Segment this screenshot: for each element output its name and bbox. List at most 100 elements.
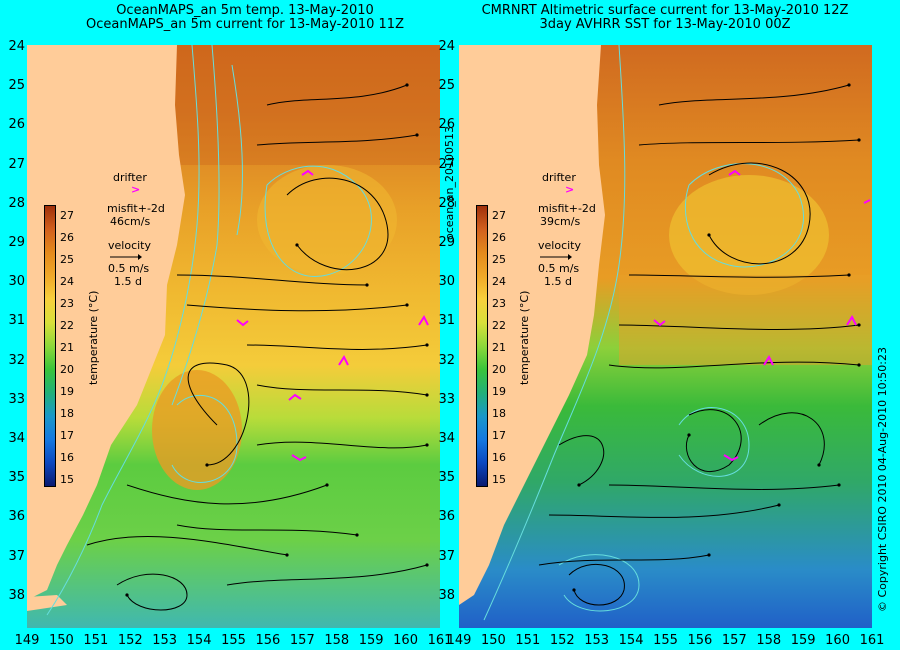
right-velocity-days: 1.5 d <box>544 275 572 288</box>
longitude-tick-left: 158 <box>324 633 350 648</box>
latitude-tick-left: 25 <box>8 78 25 94</box>
right-colorbar-tick: 26 <box>492 231 506 244</box>
latitude-tick-left: 31 <box>8 313 25 329</box>
right-colorbar-tick: 27 <box>492 209 506 222</box>
right-land <box>459 45 605 605</box>
latitude-tick-left: 33 <box>8 391 25 407</box>
latitude-tick-mid: 38 <box>438 587 455 603</box>
longitude-tick-left: 155 <box>221 633 246 648</box>
right-colorbar-tick: 18 <box>492 407 506 420</box>
left-drifter-symbol: > <box>131 183 141 196</box>
left-colorbar-tick: 25 <box>60 253 74 266</box>
longitude-tick-right: 149 <box>446 633 472 648</box>
latitude-tick-left: 34 <box>8 431 25 446</box>
longitude-tick-right: 158 <box>756 633 782 648</box>
latitude-tick-mid: 25 <box>438 78 455 94</box>
latitude-tick-left: 28 <box>8 195 25 211</box>
latitude-tick-mid: 36 <box>438 509 455 525</box>
latitude-tick-mid: 35 <box>438 470 455 486</box>
right-colorbar-label: temperature (°C) <box>518 290 531 385</box>
right-colorbar-tick: 15 <box>492 473 506 486</box>
left-colorbar-tick: 26 <box>60 231 74 244</box>
latitude-tick-mid: 37 <box>438 548 455 564</box>
left-warm-core <box>257 165 397 275</box>
right-title-line1: CMRNRT Altimetric surface current for 13… <box>481 3 849 18</box>
latitude-tick-mid: 28 <box>438 195 455 211</box>
latitude-tick-mid: 29 <box>438 235 455 250</box>
right-drifter-symbol: > <box>565 183 575 196</box>
right-colorbar-tick: 20 <box>492 363 506 376</box>
left-velocity-label: velocity <box>108 239 151 252</box>
right-velocity-scale: 0.5 m/s <box>538 262 580 275</box>
right-colorbar-tick: 17 <box>492 429 506 442</box>
right-drifter-label: drifter <box>542 171 576 184</box>
longitude-tick-right: 159 <box>790 633 816 648</box>
left-colorbar-tick: 18 <box>60 407 74 420</box>
left-title-line1: OceanMAPS_an 5m temp. 13-May-2010 <box>116 3 374 18</box>
left-velocity-scale: 0.5 m/s <box>108 262 150 275</box>
right-colorbar-tick: 22 <box>492 319 506 332</box>
side-run-label: ocean_an_20100513 <box>443 126 456 240</box>
left-current-vectors <box>86 83 429 611</box>
latitude-tick-left: 29 <box>8 235 25 250</box>
longitude-tick-right: 156 <box>687 633 713 648</box>
right-current-vectors <box>538 83 861 606</box>
latitude-tick-left: 26 <box>8 117 25 133</box>
copyright-label: © Copyright CSIRO 2010 04-Aug-2010 10:50… <box>876 346 889 612</box>
left-land <box>27 45 185 600</box>
latitude-tick-mid: 33 <box>438 391 455 407</box>
longitude-tick-right: 161 <box>859 633 885 648</box>
longitude-tick-right: 152 <box>549 633 575 648</box>
left-misfit-value: 46cm/s <box>110 215 151 228</box>
longitude-tick-left: 157 <box>289 633 315 648</box>
left-colorbar-tick: 17 <box>60 429 74 442</box>
right-velocity-label: velocity <box>538 239 581 252</box>
left-warm-eddy <box>152 370 242 490</box>
left-velocity-arrow-icon <box>110 254 142 260</box>
longitude-tick-right: 150 <box>480 633 506 648</box>
left-colorbar-tick: 22 <box>60 319 74 332</box>
left-colorbar-tick: 15 <box>60 473 74 486</box>
left-colorbar-tick: 16 <box>60 451 74 464</box>
longitude-tick-right: 157 <box>721 633 747 648</box>
right-map <box>459 45 872 628</box>
left-colorbar-label: temperature (°C) <box>87 290 100 385</box>
left-colorbar <box>44 205 56 487</box>
left-colorbar-tick: 24 <box>60 275 74 288</box>
latitude-tick-left: 35 <box>8 470 25 486</box>
latitude-tick-mid: 31 <box>438 313 455 329</box>
right-misfit-label: misfit+-2d <box>538 202 596 215</box>
right-colorbar <box>476 205 488 487</box>
latitude-tick-left: 27 <box>8 156 25 172</box>
longitude-tick-left: 151 <box>83 633 109 648</box>
longitude-tick-left: 150 <box>48 633 74 648</box>
right-colorbar-tick: 16 <box>492 451 506 464</box>
latitude-tick-left: 36 <box>8 509 25 525</box>
longitude-tick-left: 161 <box>427 633 453 648</box>
left-drifter-tracks <box>236 169 429 462</box>
latitude-tick-mid: 26 <box>438 117 455 133</box>
left-colorbar-tick: 27 <box>60 209 74 222</box>
right-colorbar-tick: 25 <box>492 253 506 266</box>
right-warm-eddy <box>669 175 829 295</box>
latitude-tick-mid: 34 <box>438 431 455 446</box>
longitude-tick-left: 156 <box>255 633 281 648</box>
left-velocity-days: 1.5 d <box>114 275 142 288</box>
longitude-tick-right: 153 <box>584 633 610 648</box>
right-title-line2: 3day AVHRR SST for 13-May-2010 00Z <box>539 17 791 32</box>
latitude-tick-mid: 24 <box>438 39 455 54</box>
longitude-tick-right: 154 <box>618 633 644 648</box>
longitude-tick-left: 152 <box>117 633 143 648</box>
right-colorbar-tick: 24 <box>492 275 506 288</box>
latitude-tick-left: 32 <box>8 352 25 368</box>
left-title-line2: OceanMAPS_an 5m current for 13-May-2010 … <box>86 17 404 32</box>
latitude-tick-mid: 30 <box>438 274 455 290</box>
right-misfit-value: 39cm/s <box>540 215 581 228</box>
left-colorbar-tick: 19 <box>60 385 74 398</box>
left-colorbar-tick: 21 <box>60 341 74 354</box>
longitude-tick-left: 160 <box>393 633 418 648</box>
latitude-tick-left: 30 <box>8 274 25 290</box>
longitude-tick-right: 160 <box>825 633 850 648</box>
longitude-tick-right: 151 <box>515 633 541 648</box>
right-colorbar-tick: 21 <box>492 341 506 354</box>
